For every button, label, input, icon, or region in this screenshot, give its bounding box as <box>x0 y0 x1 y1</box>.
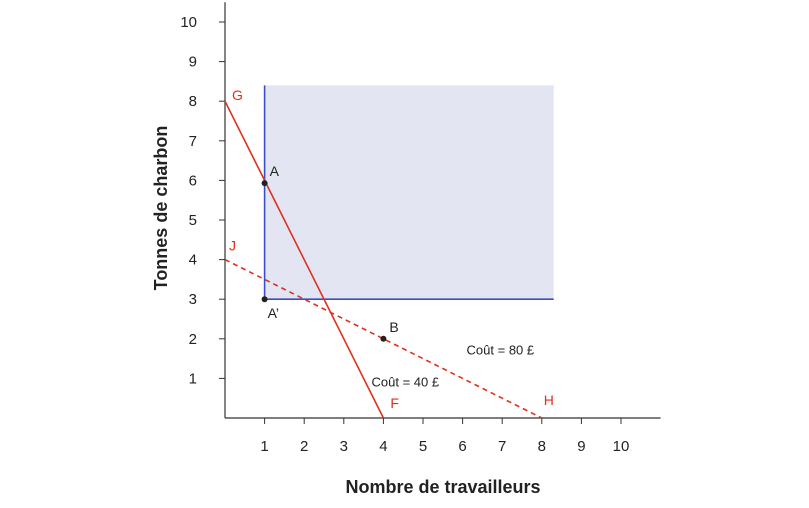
x-tick-label: 4 <box>379 438 387 455</box>
cost-annotation: Coût = 40 £ <box>372 374 440 389</box>
line-label-start: G <box>232 87 243 103</box>
y-tick-label: 10 <box>180 14 197 31</box>
data-point <box>380 335 387 342</box>
x-tick-label: 6 <box>458 438 466 455</box>
x-tick-label: 2 <box>300 438 308 455</box>
y-tick-label: 9 <box>189 54 197 71</box>
isocost-line-1 <box>224 100 385 419</box>
y-axis-title: Tonnes de charbon <box>151 126 171 291</box>
point-label: B <box>389 319 398 335</box>
y-tick-label: 4 <box>189 252 197 269</box>
x-tick-label: 10 <box>613 438 630 455</box>
line-label-end: F <box>390 395 399 411</box>
data-point <box>261 296 268 303</box>
cost-annotation: Coût = 80 £ <box>467 343 535 358</box>
y-tick-label: 8 <box>189 93 197 110</box>
line-label-end: H <box>544 392 554 408</box>
x-tick-label: 3 <box>340 438 348 455</box>
y-tick-label: 3 <box>189 291 197 308</box>
data-point <box>261 180 268 187</box>
line-label-start: J <box>229 238 236 254</box>
x-axis-title: Nombre de travailleurs <box>345 477 540 497</box>
x-tick-label: 7 <box>498 438 506 455</box>
feasible-region <box>264 85 554 300</box>
plot-area: 1 2 3 4 5 6 7 8 9 10 1 2 3 4 5 6 7 8 9 10 G F J H Coût = 40 £ Coû… <box>180 2 661 455</box>
point-label: A <box>270 163 280 179</box>
y-tick-label: 1 <box>189 370 197 387</box>
y-tick-label: 2 <box>189 331 197 348</box>
point-label: A’ <box>268 305 279 321</box>
x-tick-label: 5 <box>419 438 427 455</box>
y-tick-label: 5 <box>189 212 197 229</box>
y-tick-label: 6 <box>189 172 197 189</box>
x-tick-label: 1 <box>260 438 268 455</box>
x-tick-label: 9 <box>577 438 585 455</box>
x-tick-label: 8 <box>538 438 546 455</box>
y-tick-label: 7 <box>189 133 197 150</box>
